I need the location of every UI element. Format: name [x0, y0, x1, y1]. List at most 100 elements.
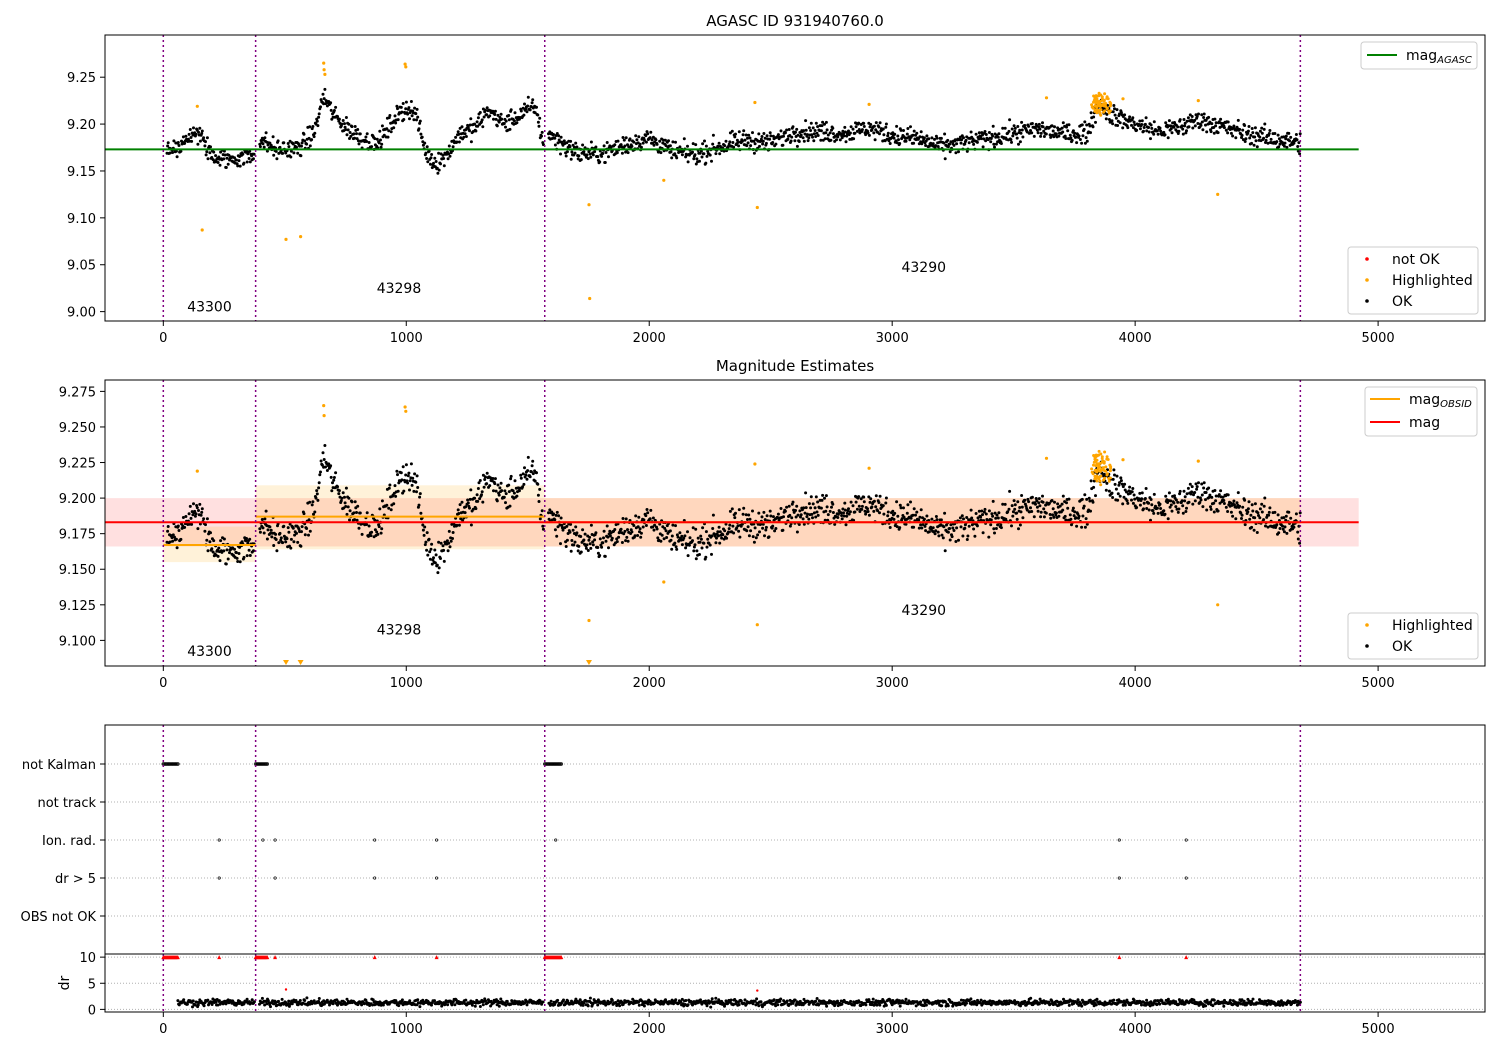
ok-point — [1048, 513, 1052, 516]
ok-point — [332, 109, 336, 112]
ok-point — [1110, 119, 1114, 123]
ok-point — [385, 503, 389, 507]
ok-point — [1115, 474, 1119, 478]
dr-point — [516, 1002, 520, 1006]
ok-point — [1187, 500, 1191, 504]
ok-point — [176, 524, 180, 528]
ok-point — [646, 511, 650, 515]
ok-point — [821, 493, 825, 497]
ok-point — [475, 120, 479, 124]
ok-point — [329, 101, 333, 105]
ok-point — [866, 507, 869, 511]
ok-point — [671, 523, 675, 527]
ok-point — [323, 444, 327, 447]
ok-point — [915, 510, 919, 514]
ok-point — [269, 528, 273, 532]
ok-point — [737, 529, 741, 533]
ok-point — [964, 138, 968, 142]
ok-point — [336, 485, 339, 489]
ok-point — [175, 546, 179, 550]
ok-point — [1250, 141, 1254, 145]
ok-point — [211, 550, 215, 554]
ok-point — [1142, 501, 1146, 505]
ok-point — [902, 129, 905, 132]
ok-point — [569, 522, 573, 526]
ok-point — [308, 125, 312, 129]
ok-point — [370, 145, 374, 149]
ok-point — [224, 562, 228, 566]
ok-point — [316, 498, 320, 502]
highlighted-point — [867, 102, 871, 106]
ok-point — [1107, 118, 1111, 121]
ok-point — [734, 132, 737, 136]
ok-point — [809, 121, 813, 125]
ok-point — [418, 121, 422, 125]
ok-point — [1039, 131, 1043, 135]
ok-point — [606, 535, 610, 539]
dr-point — [946, 1004, 950, 1008]
ok-point — [607, 155, 610, 159]
ok-point — [1226, 493, 1230, 497]
ok-point — [1050, 124, 1054, 128]
ok-point — [423, 525, 427, 529]
ok-point — [247, 157, 251, 160]
ok-point — [708, 153, 712, 157]
ok-point — [365, 523, 369, 526]
ok-point — [825, 505, 829, 509]
ok-point — [482, 485, 486, 489]
ok-point — [181, 516, 185, 519]
flag-marker — [176, 762, 180, 766]
dr-point — [849, 999, 853, 1003]
ok-point — [1202, 481, 1206, 485]
dr-point — [454, 998, 458, 1002]
ok-point — [533, 479, 537, 483]
ok-point — [1147, 126, 1151, 129]
ok-point — [168, 151, 172, 155]
ok-point — [663, 526, 667, 530]
ok-point — [531, 472, 535, 476]
ok-point — [1264, 138, 1268, 142]
panel-agasc: AGASC ID 931940760.0 0 1000 2000 3000 4000 50… — [67, 12, 1486, 346]
y-tick-label: 9.125 — [59, 599, 96, 614]
ok-point — [979, 137, 983, 141]
ok-point — [1128, 485, 1132, 489]
dr-point — [776, 1003, 780, 1007]
ok-point — [1075, 141, 1079, 145]
ok-point — [644, 140, 648, 144]
ok-point — [869, 497, 873, 501]
ok-point — [1114, 487, 1118, 491]
ok-point — [234, 158, 238, 162]
dr-point — [277, 999, 280, 1003]
ok-point — [433, 156, 437, 160]
ok-point — [337, 492, 341, 496]
ok-point — [248, 537, 252, 541]
ok-point — [1116, 498, 1120, 502]
ok-point — [927, 137, 931, 141]
ok-point — [1224, 128, 1228, 132]
ok-point — [341, 491, 345, 495]
ok-point — [918, 135, 922, 139]
ok-point — [1296, 530, 1300, 534]
ok-point — [732, 531, 736, 535]
ok-point — [949, 523, 953, 527]
ok-point — [829, 138, 833, 142]
ok-point — [1276, 513, 1280, 517]
ok-point — [924, 529, 928, 533]
ok-point — [872, 131, 876, 135]
ok-point — [481, 125, 485, 129]
ok-point — [999, 142, 1003, 145]
dr-point — [924, 1003, 928, 1007]
ok-point — [1116, 492, 1120, 496]
ok-point — [1036, 509, 1040, 513]
ok-point — [388, 114, 392, 117]
ok-point — [509, 108, 513, 112]
ok-point — [399, 105, 403, 109]
ok-point — [570, 539, 574, 542]
ok-point — [769, 134, 773, 138]
ok-point — [1238, 504, 1242, 508]
ok-point — [1113, 482, 1117, 486]
ok-point — [972, 142, 976, 146]
ok-point — [504, 492, 508, 496]
highlighted-point — [1100, 460, 1104, 464]
ok-point — [728, 523, 732, 527]
